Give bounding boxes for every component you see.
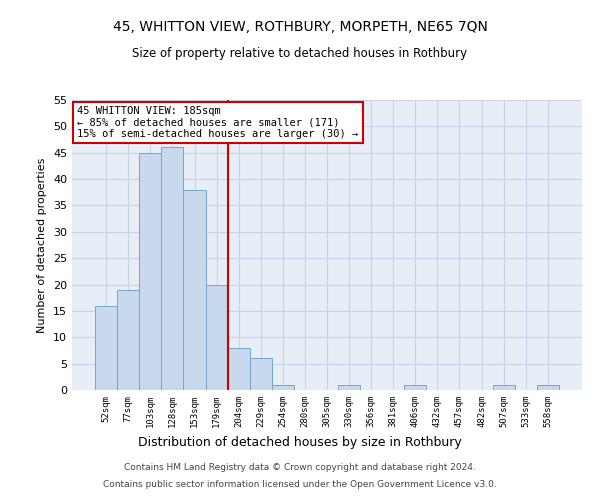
Bar	[404, 384, 427, 390]
Bar	[206, 284, 227, 390]
Bar	[537, 384, 559, 390]
Text: Contains public sector information licensed under the Open Government Licence v3: Contains public sector information licen…	[103, 480, 497, 489]
Bar	[139, 152, 161, 390]
Text: Size of property relative to detached houses in Rothbury: Size of property relative to detached ho…	[133, 48, 467, 60]
Bar	[493, 384, 515, 390]
Bar	[117, 290, 139, 390]
Text: Contains HM Land Registry data © Crown copyright and database right 2024.: Contains HM Land Registry data © Crown c…	[124, 464, 476, 472]
Text: 45 WHITTON VIEW: 185sqm
← 85% of detached houses are smaller (171)
15% of semi-d: 45 WHITTON VIEW: 185sqm ← 85% of detache…	[77, 106, 358, 139]
Y-axis label: Number of detached properties: Number of detached properties	[37, 158, 47, 332]
Bar	[227, 348, 250, 390]
Bar	[95, 306, 117, 390]
Text: Distribution of detached houses by size in Rothbury: Distribution of detached houses by size …	[138, 436, 462, 449]
Bar	[184, 190, 206, 390]
Bar	[338, 384, 360, 390]
Bar	[250, 358, 272, 390]
Text: 45, WHITTON VIEW, ROTHBURY, MORPETH, NE65 7QN: 45, WHITTON VIEW, ROTHBURY, MORPETH, NE6…	[113, 20, 487, 34]
Bar	[272, 384, 294, 390]
Bar	[161, 148, 184, 390]
